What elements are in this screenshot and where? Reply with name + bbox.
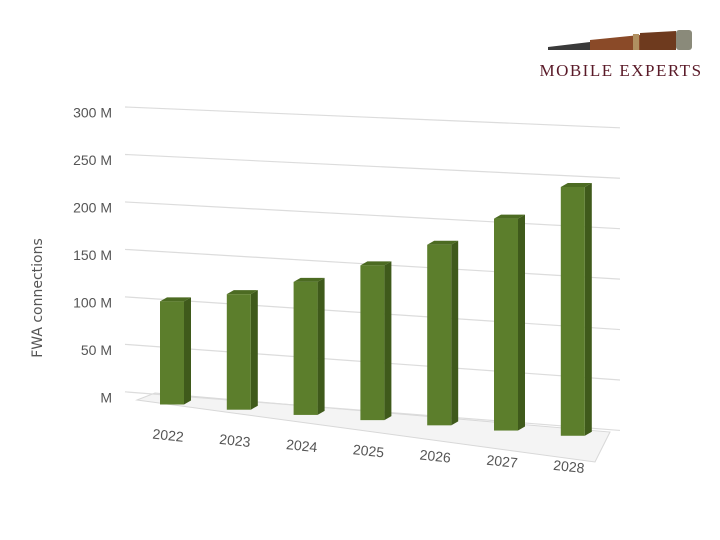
x-tick-label: 2024	[285, 436, 318, 455]
bar-side	[584, 182, 592, 436]
y-tick-label: 150 M	[73, 247, 112, 263]
bar-front	[494, 218, 518, 431]
bar-front	[226, 294, 251, 410]
bar-side	[451, 240, 459, 426]
x-tick-label: 2026	[419, 446, 452, 465]
y-tick-label: 250 M	[73, 152, 112, 168]
bar	[293, 277, 325, 415]
x-tick-label: 2022	[152, 426, 185, 445]
bar-side	[518, 214, 525, 431]
grid-line	[124, 106, 621, 129]
bar-top	[160, 297, 191, 302]
bar-front	[560, 186, 585, 436]
bar-front	[427, 244, 452, 426]
grid-line	[124, 153, 621, 179]
bar-side	[184, 297, 191, 405]
y-tick-label: 50 M	[81, 342, 112, 358]
bar	[494, 214, 525, 431]
bar	[160, 297, 191, 405]
grid-line	[124, 201, 621, 230]
x-tick-label: 2028	[553, 457, 586, 476]
bar-side	[384, 261, 392, 421]
bar	[360, 261, 392, 421]
bar-front	[160, 301, 184, 405]
bar-top	[427, 240, 459, 245]
bar-top	[293, 277, 325, 282]
y-tick-label: M	[100, 390, 112, 406]
bar-front	[360, 265, 385, 421]
bar-top	[226, 290, 258, 295]
floor	[135, 392, 611, 463]
bar-side	[317, 277, 325, 415]
y-tick-label: 200 M	[73, 200, 112, 216]
bar	[226, 290, 258, 410]
bar-side	[250, 290, 258, 410]
x-tick-label: 2025	[352, 441, 385, 460]
logo-text: MOBILE EXPERTS	[539, 61, 702, 80]
x-tick-label: 2023	[219, 431, 252, 450]
bar	[427, 240, 459, 426]
bar-top	[494, 214, 525, 219]
y-tick-label: 100 M	[73, 295, 112, 311]
x-tick-label: 2027	[486, 452, 519, 471]
y-axis-title: FWA connections	[30, 238, 46, 358]
logo-icon	[548, 30, 692, 50]
bar-top	[360, 261, 392, 266]
bar	[560, 182, 592, 436]
y-tick-label: 300 M	[73, 105, 112, 121]
bar-top	[560, 182, 592, 187]
bar-front	[293, 281, 318, 415]
